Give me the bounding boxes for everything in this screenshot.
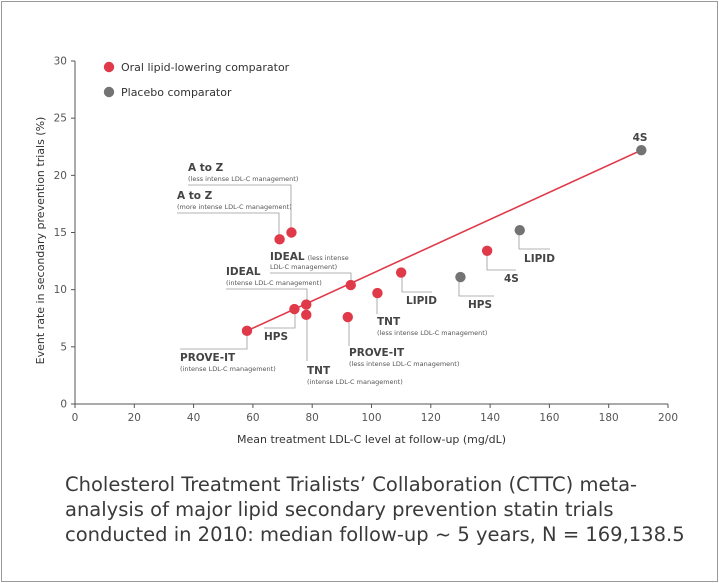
scatter-chart: 0 20 40 60 80 100 120 140 160 180 200051015202530 … <box>34 56 678 447</box>
point-label: PROVE-IT <box>180 352 236 364</box>
point-sublabel: (less intense LDL-C management) <box>349 360 459 368</box>
points <box>241 144 647 337</box>
point-sublabel: (more intense LDL-C management) <box>177 203 292 211</box>
y-axis-label: Event rate in secondary prevention trial… <box>34 117 47 365</box>
data-point <box>301 309 312 321</box>
x-tick-label: 60 <box>246 412 259 424</box>
y-tick-label: 30 <box>54 56 67 68</box>
x-tick-label: 180 <box>599 412 619 424</box>
legend-marker <box>103 61 115 73</box>
x-tick-label: 160 <box>539 412 559 424</box>
point-sublabel: (intense LDL-C management) <box>226 279 322 287</box>
x-tick-label: 200 <box>658 412 678 424</box>
leader-line <box>180 333 248 350</box>
data-point <box>395 267 407 278</box>
leader-line <box>264 314 296 329</box>
data-point <box>286 227 297 238</box>
y-tick-label: 5 <box>60 341 67 353</box>
figure-caption: Cholesterol Treatment Trialists’ Collabo… <box>65 473 685 546</box>
legend-label: Placebo comparator <box>121 86 232 99</box>
data-point <box>636 144 647 156</box>
leader-line <box>486 252 516 271</box>
point-label: PROVE-IT <box>349 347 405 359</box>
point-sublabel: (less intense <box>308 254 349 262</box>
x-tick-label: 140 <box>480 412 500 424</box>
x-tick-label: 100 <box>361 412 381 424</box>
data-point <box>372 287 383 299</box>
point-label: LIPID <box>406 295 437 307</box>
data-point <box>514 225 525 236</box>
point-label: 4S <box>504 273 519 285</box>
leader-line <box>458 279 494 297</box>
point-label: 4S <box>633 132 648 144</box>
data-point <box>342 311 353 323</box>
x-axis-label: Mean treatment LDL-C level at follow-up … <box>237 433 506 446</box>
y-tick-label: 0 <box>60 399 67 411</box>
axes: 0 20 40 60 80 100 120 140 160 180 200 0 5 10 15 20 25 30 <box>54 56 678 425</box>
y-tick-label: 10 <box>54 284 67 296</box>
legend: Oral lipid-lowering comparator Placebo co… <box>103 61 290 99</box>
point-label: IDEAL <box>270 251 305 263</box>
point-sublabel: LDL-C management) <box>270 263 337 271</box>
legend-marker <box>103 86 115 98</box>
y-tick-label: 15 <box>54 227 67 239</box>
x-tick-label: 120 <box>421 412 441 424</box>
point-label: LIPID <box>524 253 555 265</box>
leader-line <box>188 184 292 235</box>
point-label: A to Z <box>177 190 213 202</box>
x-tick-label: 20 <box>128 412 141 424</box>
y-tick-label: 20 <box>54 170 67 182</box>
data-point <box>289 303 300 315</box>
leader-line <box>518 232 550 250</box>
legend-label: Oral lipid-lowering comparator <box>121 61 290 74</box>
trendline-group <box>246 149 642 332</box>
point-label: HPS <box>468 299 492 311</box>
point-label: A to Z <box>188 162 224 174</box>
point-label: TNT <box>307 365 331 377</box>
point-label: TNT <box>377 316 401 328</box>
point-sublabel: (intense LDL-C management) <box>307 378 403 386</box>
data-point <box>481 245 493 256</box>
point-sublabel: (less intense LDL-C management) <box>188 175 298 183</box>
data-point <box>345 279 356 291</box>
annotations: PROVE-IT(intense LDL-C management)HPSIDE… <box>177 132 647 386</box>
data-point <box>301 299 312 310</box>
x-tick-label: 40 <box>187 412 200 424</box>
x-tick-label: 0 <box>72 412 79 424</box>
point-label: HPS <box>264 331 288 343</box>
point-label: IDEAL <box>226 266 261 278</box>
leader-line <box>177 212 280 241</box>
point-sublabel: (intense LDL-C management) <box>180 365 276 373</box>
data-point <box>455 271 466 283</box>
trendline <box>246 149 642 332</box>
data-point <box>274 234 285 245</box>
data-point <box>241 325 253 337</box>
point-sublabel: (less intense LDL-C management) <box>377 329 487 337</box>
x-tick-label: 80 <box>306 412 319 424</box>
y-tick-label: 25 <box>54 113 67 125</box>
leader-line <box>401 273 432 293</box>
